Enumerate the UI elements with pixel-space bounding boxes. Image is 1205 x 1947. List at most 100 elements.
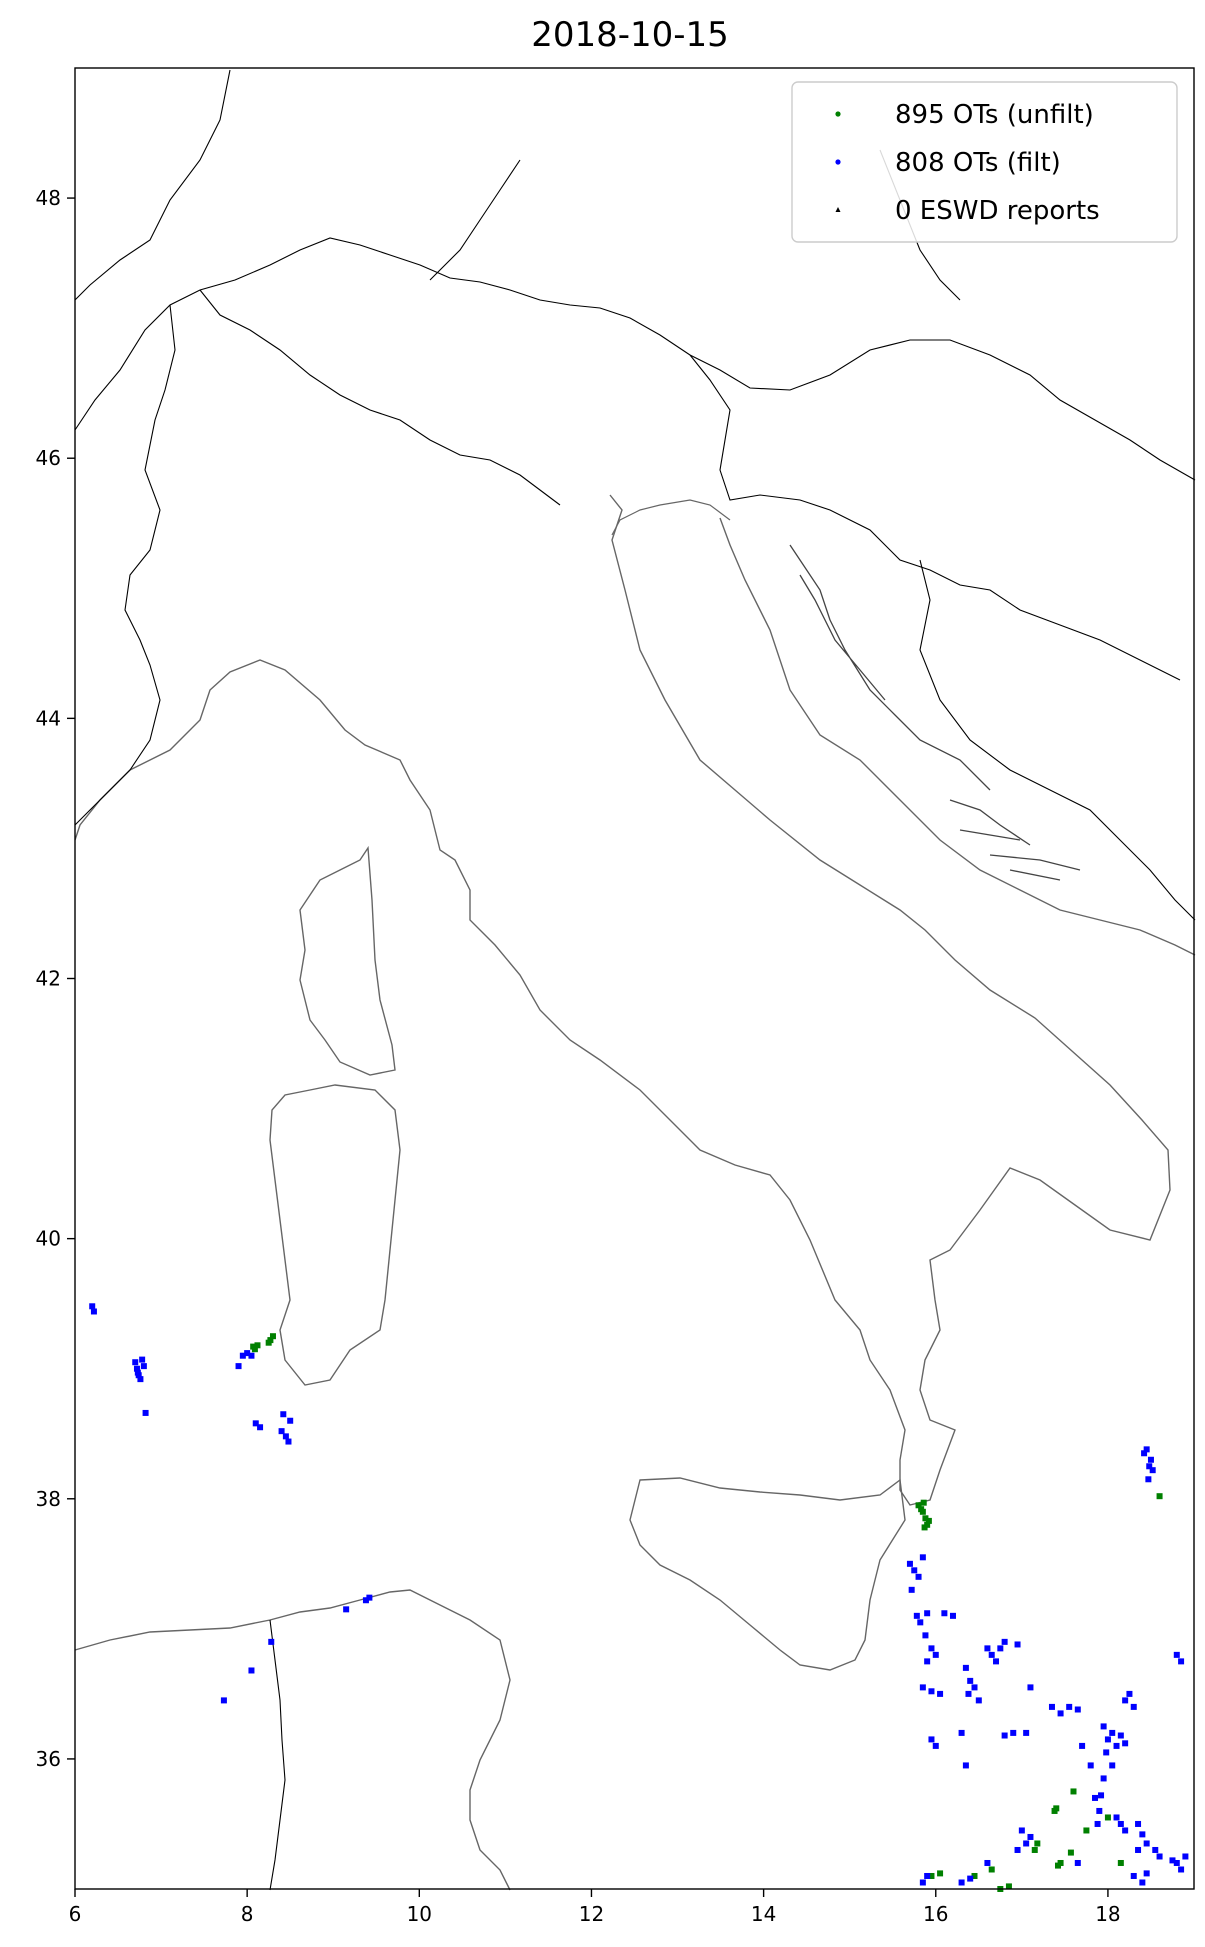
coastline-balkans — [719, 517, 1196, 956]
ot-filt-point — [1113, 1742, 1120, 1749]
ot-filt-point — [967, 1677, 974, 1684]
ot-filt-point — [958, 1729, 965, 1736]
ot-filt-point — [965, 1690, 972, 1697]
ot-unfilt-point — [265, 1339, 272, 1346]
ot-filt-point — [1143, 1870, 1150, 1877]
ot-filt-point — [1173, 1859, 1180, 1866]
legend-marker-unfilt — [835, 111, 841, 117]
ot-unfilt-point — [254, 1342, 261, 1349]
ot-filt-point — [1092, 1794, 1099, 1801]
ot-unfilt-point — [915, 1502, 922, 1509]
y-tick-label: 44 — [36, 706, 61, 730]
ot-filt-point — [1130, 1872, 1137, 1879]
ot-filt-point — [1048, 1703, 1055, 1710]
ot-filt-point — [1023, 1840, 1030, 1847]
ot-filt-point — [962, 1762, 969, 1769]
ot-filt-point — [1149, 1467, 1156, 1474]
x-tick-label: 14 — [751, 1902, 776, 1926]
ot-filt-point — [1023, 1729, 1030, 1736]
ot-filt-point — [949, 1612, 956, 1619]
legend-label-eswd: 0 ESWD reports — [895, 196, 1100, 226]
ot-filt-point — [971, 1684, 978, 1691]
ot-filt-point — [932, 1742, 939, 1749]
ot-filt-point — [239, 1352, 246, 1359]
border-balkans-inner — [919, 559, 1196, 921]
ot-filt-point — [285, 1438, 292, 1445]
coastline-africa — [74, 1589, 511, 1891]
ot-unfilt-point — [928, 1872, 935, 1879]
ot-filt-point — [958, 1879, 965, 1886]
legend: 895 OTs (unfilt) 808 OTs (filt) 0 ESWD r… — [791, 81, 1178, 243]
ot-filt-point — [362, 1597, 369, 1604]
ot-filt-point — [937, 1690, 944, 1697]
ot-filt-point — [1182, 1853, 1189, 1860]
ot-filt-point — [908, 1586, 915, 1593]
x-tick-label: 10 — [407, 1902, 432, 1926]
ot-filt-point — [924, 1658, 931, 1665]
ot-filt-point — [235, 1363, 242, 1370]
ot-unfilt-point — [269, 1333, 276, 1340]
ot-filt-point — [268, 1638, 275, 1645]
ot-filt-point — [1113, 1814, 1120, 1821]
ot-filt-point — [1074, 1706, 1081, 1713]
ot-filt-point — [1001, 1732, 1008, 1739]
y-tick-label: 38 — [36, 1487, 61, 1511]
ot-filt-point — [1143, 1446, 1150, 1453]
ot-unfilt-point — [971, 1872, 978, 1879]
x-tick-label: 6 — [69, 1902, 82, 1926]
ot-filt-point — [89, 1303, 96, 1310]
coastline-sicily — [629, 1477, 906, 1671]
croatian-islands — [789, 544, 1081, 881]
ot-unfilt-point — [937, 1870, 944, 1877]
ot-filt-point — [343, 1606, 350, 1613]
ot-filt-point — [1010, 1729, 1017, 1736]
ot-filt-point — [1057, 1710, 1064, 1717]
ot-filt-point — [928, 1688, 935, 1695]
ot-filt-point — [132, 1359, 139, 1366]
ot-filt-point — [252, 1420, 259, 1427]
x-tick-label: 8 — [241, 1902, 254, 1926]
legend-marker-eswd — [835, 207, 841, 212]
ot-unfilt-point — [918, 1506, 925, 1513]
ot-filt-point — [919, 1554, 926, 1561]
ot-unfilt-point — [988, 1866, 995, 1873]
ot-filt-point — [1079, 1742, 1086, 1749]
ot-filt-point — [1141, 1450, 1148, 1457]
ot-filt-point — [1178, 1658, 1185, 1665]
border-switzerland — [199, 289, 561, 506]
ot-unfilt-point — [1005, 1883, 1012, 1890]
ot-filt-point — [1027, 1833, 1034, 1840]
ot-filt-point — [248, 1667, 255, 1674]
ot-filt-point — [287, 1417, 294, 1424]
ot-filt-point — [1147, 1456, 1154, 1463]
ot-unfilt-point — [1070, 1788, 1077, 1795]
x-tick-label: 12 — [579, 1902, 604, 1926]
ot-filt-point — [142, 1409, 149, 1416]
ot-filt-point — [139, 1356, 146, 1363]
ot-filt-point — [1169, 1857, 1176, 1864]
ot-filt-point — [1156, 1853, 1163, 1860]
ot-filt-point — [1087, 1762, 1094, 1769]
ot-filt-point — [1135, 1846, 1142, 1853]
ot-filt-point — [967, 1875, 974, 1882]
y-axis: 36 38 40 42 44 46 48 — [36, 186, 75, 1771]
ot-filt-point — [906, 1560, 913, 1567]
ot-unfilt-point — [1156, 1493, 1163, 1500]
ot-filt-point — [1104, 1736, 1111, 1743]
ot-filt-point — [140, 1363, 147, 1370]
ot-filt-point — [1173, 1651, 1180, 1658]
ot-filt-point — [244, 1350, 251, 1357]
map-layer — [74, 69, 1196, 1891]
legend-label-filt: 808 OTs (filt) — [895, 148, 1061, 178]
ot-filt-point — [941, 1610, 948, 1617]
ot-filt-point — [1100, 1723, 1107, 1730]
ot-filt-point — [1100, 1775, 1107, 1782]
ot-unfilt-point — [1083, 1827, 1090, 1834]
border-france-italy — [74, 304, 176, 826]
y-tick-label: 36 — [36, 1747, 61, 1771]
ot-filt-point — [1014, 1641, 1021, 1648]
ot-filt-point — [1109, 1762, 1116, 1769]
ot-filt-point — [919, 1684, 926, 1691]
ot-filt-point — [1094, 1820, 1101, 1827]
border-slovenia-croatia — [689, 354, 1181, 681]
